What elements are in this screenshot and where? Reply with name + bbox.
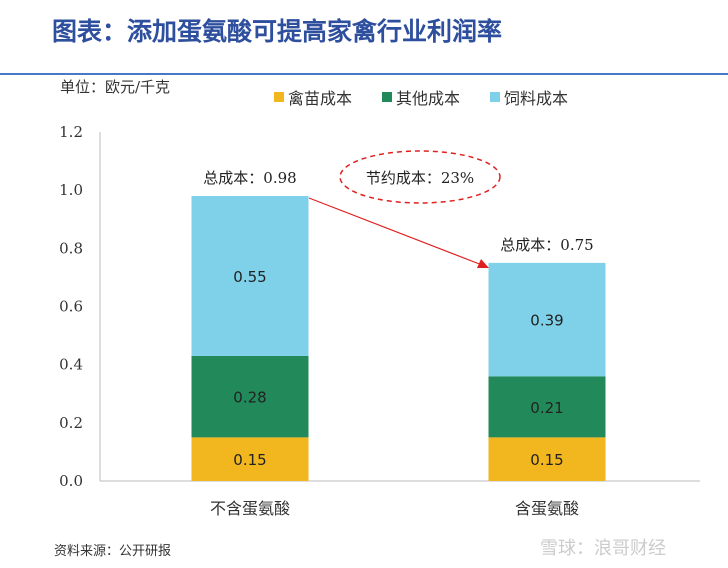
savings-arrow xyxy=(308,197,483,266)
bar-segment xyxy=(488,437,606,481)
legend: 禽苗成本 其他成本 饲料成本 xyxy=(274,85,568,109)
x-tick-label: 含蛋氨酸 xyxy=(515,499,579,518)
bar-segment xyxy=(191,195,309,356)
bar-segment xyxy=(488,262,606,377)
unit-label: 单位：欧元/千克 xyxy=(60,78,171,96)
legend-item: 饲料成本 xyxy=(490,85,568,109)
y-tick-label: 0.4 xyxy=(59,356,83,374)
y-tick-label: 0.0 xyxy=(59,472,83,490)
legend-item: 禽苗成本 xyxy=(274,85,352,109)
bar-segment xyxy=(191,437,309,481)
title-divider xyxy=(0,73,728,75)
legend-swatch xyxy=(382,92,393,102)
y-tick-label: 0.6 xyxy=(59,298,83,316)
savings-ellipse xyxy=(339,150,501,204)
y-tick-label: 0.8 xyxy=(59,239,83,257)
legend-label: 饲料成本 xyxy=(504,89,569,108)
bar-value-label: 0.55 xyxy=(233,268,266,286)
bar-value-label: 0.28 xyxy=(233,389,266,407)
bar-value-label: 0.15 xyxy=(233,451,266,469)
legend-swatch xyxy=(490,92,501,102)
x-tick-label: 不含蛋氨酸 xyxy=(210,499,290,518)
bar-segment xyxy=(191,355,309,438)
y-tick-label: 1.0 xyxy=(59,181,83,199)
legend-item: 其他成本 xyxy=(382,85,460,109)
legend-label: 禽苗成本 xyxy=(288,89,353,108)
total-label: 总成本：0.98 xyxy=(203,169,296,187)
legend-swatch xyxy=(274,92,284,102)
bar-value-label: 0.15 xyxy=(530,451,563,469)
bar-value-label: 0.39 xyxy=(530,312,563,330)
arrow-head-icon xyxy=(477,259,489,268)
savings-annotation: 节约成本：23% xyxy=(366,169,474,187)
y-tick-label: 0.2 xyxy=(59,414,83,432)
legend-label: 其他成本 xyxy=(396,89,461,108)
total-label: 总成本：0.75 xyxy=(500,236,593,254)
page-title: 图表：添加蛋氨酸可提高家禽行业利润率 xyxy=(52,17,503,46)
source-note: 资料来源：公开研报 xyxy=(54,544,172,559)
bar-segment xyxy=(488,376,606,438)
watermark: 雪球：浪哥财经 xyxy=(540,538,666,559)
bar-value-label: 0.21 xyxy=(530,399,563,417)
y-tick-label: 1.2 xyxy=(59,123,83,141)
